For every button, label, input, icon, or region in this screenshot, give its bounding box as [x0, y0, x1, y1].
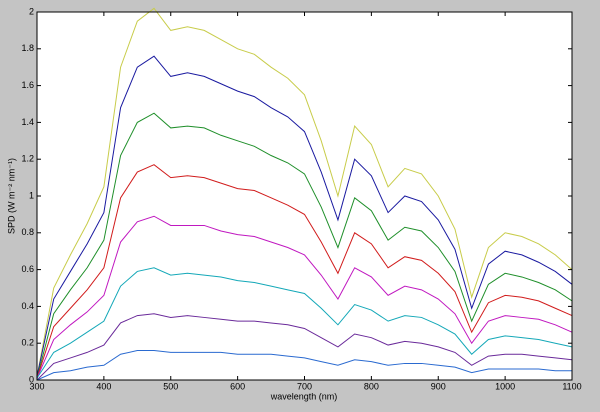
spectrum-line — [36, 112, 573, 379]
x-tick-label: 300 — [29, 381, 44, 391]
spectrum-line — [36, 313, 573, 381]
x-tick-label: 400 — [96, 381, 111, 391]
spectrum-line — [36, 7, 573, 377]
spectrum-line — [36, 267, 573, 379]
spectrum-line — [36, 350, 572, 381]
y-tick-label: 0.4 — [21, 301, 34, 311]
y-tick-label: 0.2 — [21, 338, 34, 348]
x-tick-label: 900 — [431, 381, 446, 391]
y-tick-label: 1.8 — [21, 43, 34, 53]
y-tick-label: 1.4 — [21, 117, 34, 127]
y-axis-label: SPD (W m⁻² nm⁻¹) — [6, 158, 16, 234]
x-tick-label: 700 — [297, 381, 312, 391]
y-tick-label: 0.6 — [21, 264, 34, 274]
x-tick-label: 1000 — [495, 381, 515, 391]
y-tick-label: 0 — [29, 374, 34, 384]
plot-area — [37, 12, 572, 380]
x-tick-label: 1100 — [562, 381, 581, 391]
y-tick-label: 1.2 — [21, 154, 34, 164]
x-tick-label: 500 — [163, 381, 178, 391]
y-tick-label: 2 — [29, 6, 34, 16]
x-axis-label: wavelength (nm) — [270, 391, 338, 401]
spectrum-line — [36, 164, 573, 379]
spectrum-line — [36, 215, 573, 379]
spectrum-line — [36, 55, 573, 377]
y-tick-label: 1 — [29, 190, 34, 200]
y-tick-label: 0.8 — [21, 227, 34, 237]
y-tick-label: 1.6 — [21, 80, 34, 90]
x-tick-label: 800 — [364, 381, 379, 391]
x-tick-label: 600 — [230, 381, 245, 391]
